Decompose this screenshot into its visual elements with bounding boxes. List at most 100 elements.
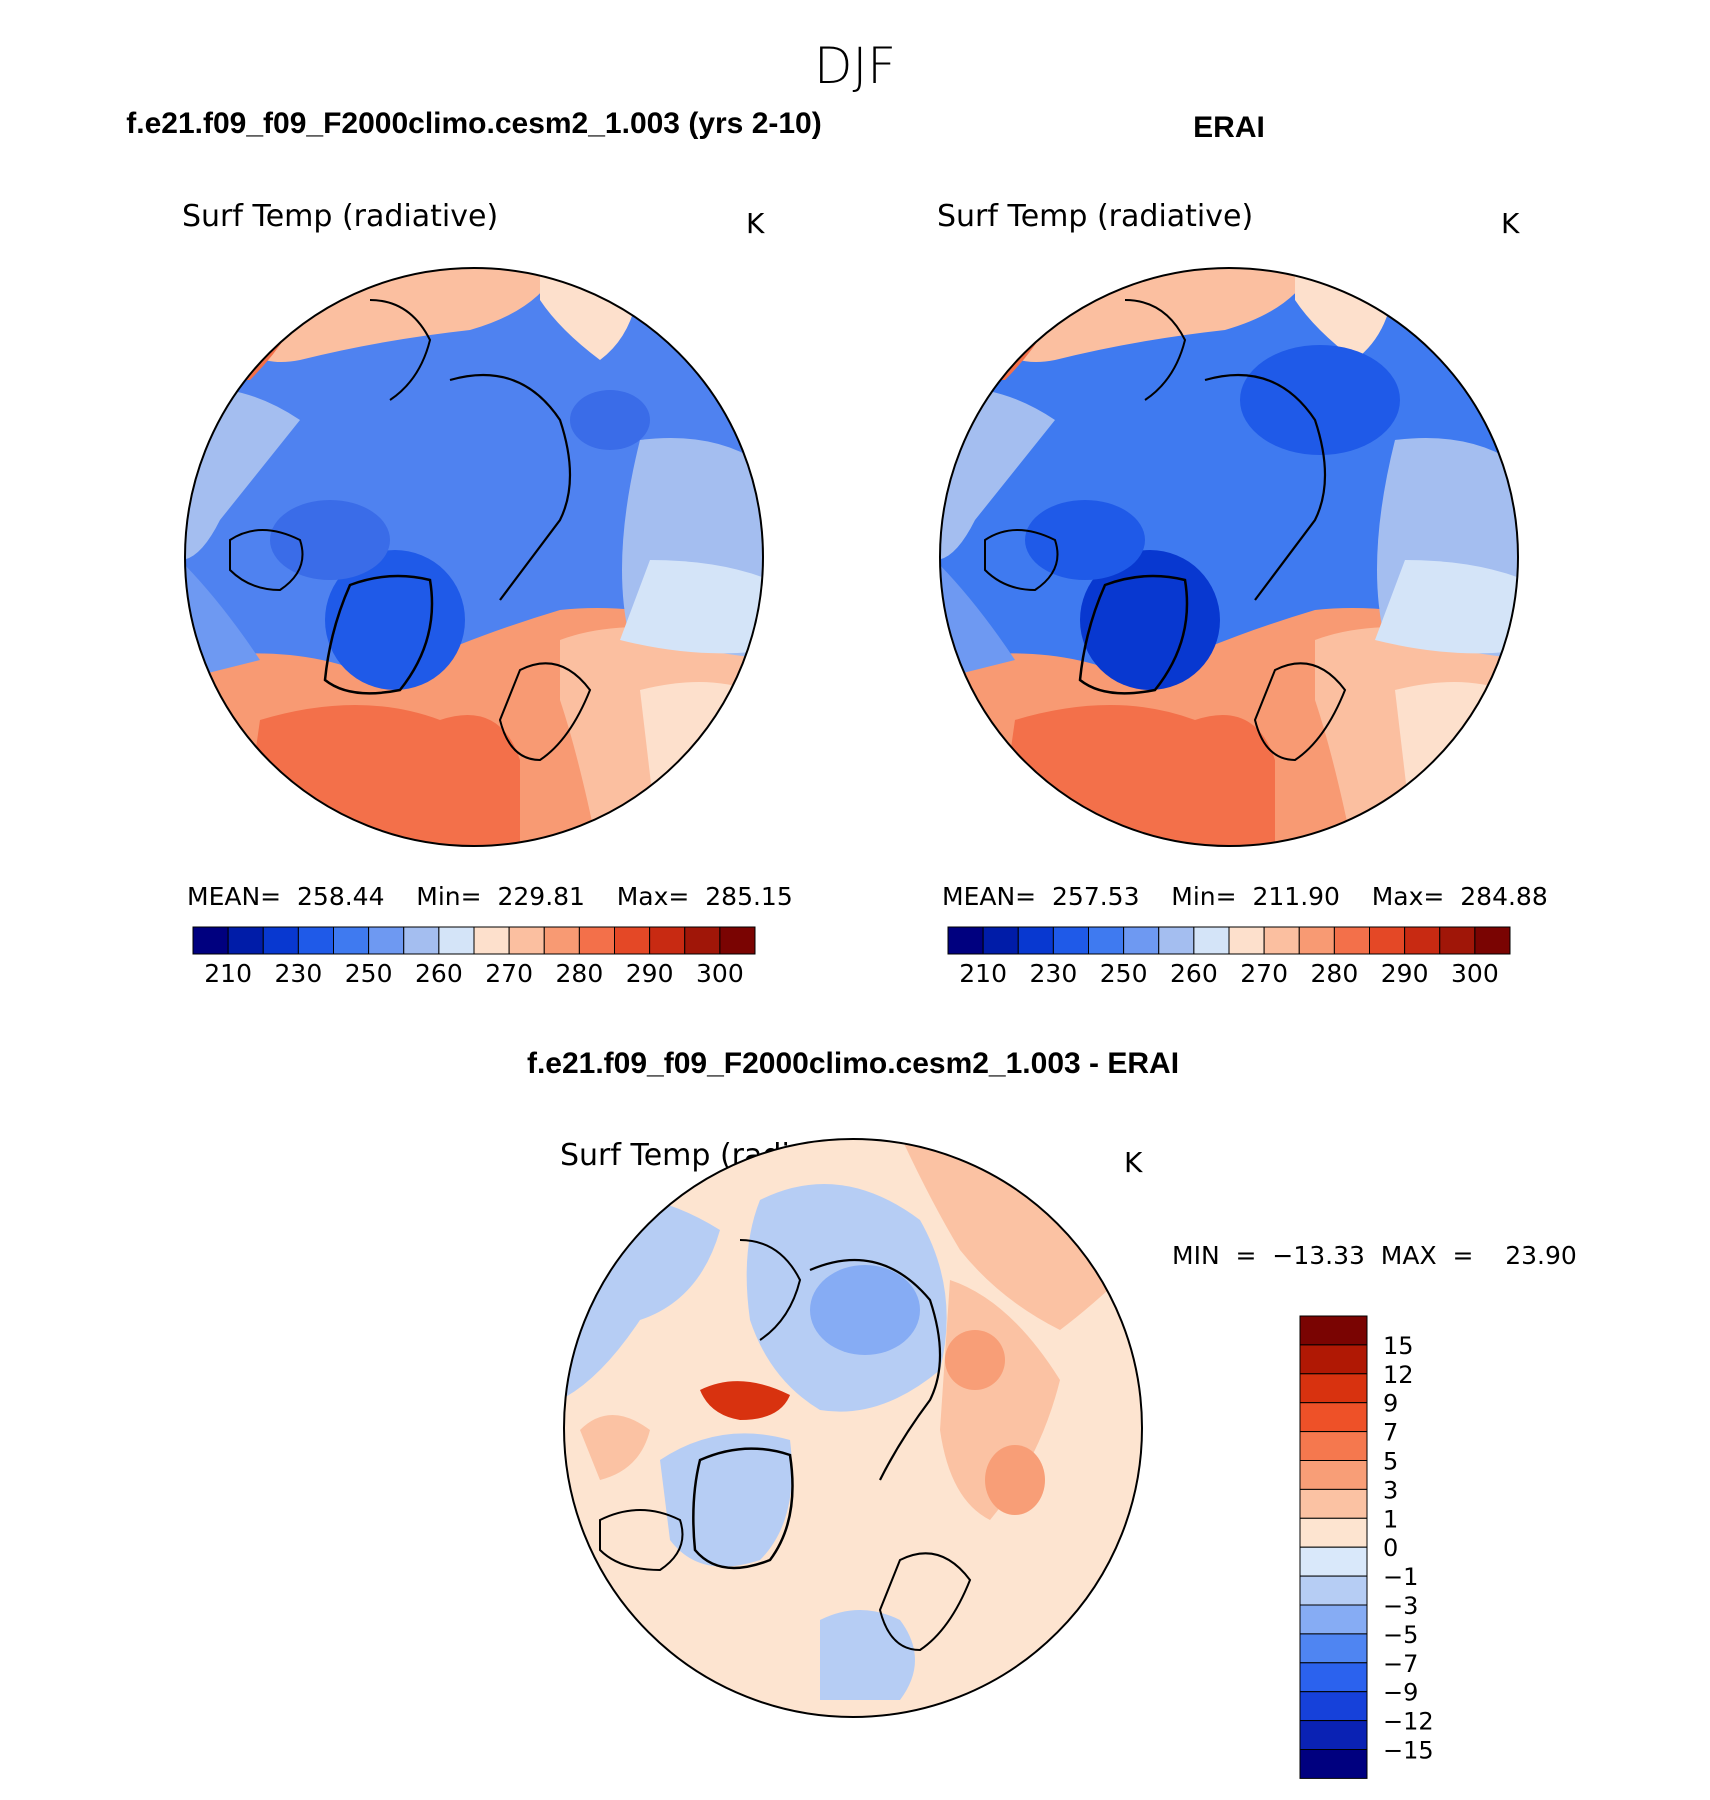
panel-model: f.e21.f09_f09_F2000climo.cesm2_1.003 (yr… (126, 107, 821, 988)
obs-colorbar-swatch-14 (1439, 926, 1476, 955)
panel-diff-border (563, 1138, 1143, 1718)
diff-colorbar-swatch-2 (1299, 1373, 1368, 1404)
panel-diff-units: K (1124, 1146, 1143, 1179)
obs-colorbar-swatch-3 (1052, 926, 1089, 955)
model-colorbar-swatch-9 (508, 926, 545, 955)
model-colorbar-swatch-3 (297, 926, 334, 955)
diff-colorbar-swatch-3 (1299, 1402, 1368, 1433)
diff-colorbar-tick-label: −12 (1383, 1708, 1434, 1736)
model-colorbar-tick-label: 210 (204, 959, 252, 988)
panel-obs: ERAI Surf Temp (radiative) K ME (937, 111, 1548, 988)
model-colorbar-tick-label: 280 (556, 959, 604, 988)
panel-model-border (184, 267, 764, 847)
diff-colorbar-tick-label: 1 (1383, 1505, 1398, 1533)
model-colorbar-swatch-13 (649, 926, 686, 955)
obs-colorbar-swatch-15 (1474, 926, 1511, 955)
obs-colorbar-swatch-10 (1298, 926, 1335, 955)
diff-colorbar-tick-label: −5 (1383, 1621, 1418, 1649)
obs-colorbar-tick-label: 290 (1381, 959, 1429, 988)
diff-colorbar-tick-label: 9 (1383, 1390, 1398, 1418)
diff-colorbar-tick-label: −9 (1383, 1679, 1418, 1707)
panel-obs-variable: Surf Temp (radiative) (937, 199, 1253, 234)
obs-colorbar-tick-label: 260 (1170, 959, 1218, 988)
obs-colorbar-swatch-12 (1369, 926, 1406, 955)
panel-obs-colorbar: 210 230 250 260 270 280 290 300 (947, 926, 1511, 988)
model-colorbar-tick-label: 290 (626, 959, 674, 988)
panel-diff-map (564, 1139, 1142, 1717)
diff-colorbar-tick-label: −15 (1383, 1737, 1434, 1765)
diff-colorbar-swatch-11 (1299, 1633, 1368, 1664)
model-colorbar-swatch-1 (227, 926, 264, 955)
diff-colorbar-tick-label: 0 (1383, 1534, 1398, 1562)
diff-colorbar-swatch-10 (1299, 1604, 1368, 1635)
obs-colorbar-swatch-0 (947, 926, 984, 955)
diff-colorbar-tick-label: 12 (1383, 1361, 1414, 1389)
obs-colorbar-tick-label: 210 (959, 959, 1007, 988)
model-colorbar-tick-label: 270 (485, 959, 533, 988)
diff-colorbar-swatch-6 (1299, 1488, 1368, 1519)
obs-colorbar-swatch-13 (1404, 926, 1441, 955)
obs-colorbar-swatch-11 (1333, 926, 1370, 955)
diff-colorbar-swatch-12 (1299, 1662, 1368, 1693)
model-colorbar-swatch-10 (543, 926, 580, 955)
panel-model-colorbar: 210 230 250 260 270 280 290 300 (192, 926, 756, 988)
panel-diff-header: f.e21.f09_f09_F2000climo.cesm2_1.003 - E… (527, 1047, 1179, 1080)
obs-colorbar-tick-label: 280 (1311, 959, 1359, 988)
obs-colorbar-swatch-8 (1228, 926, 1265, 955)
model-colorbar-tick-label: 300 (696, 959, 744, 988)
panel-obs-stats: MEAN= 257.53 Min= 211.90 Max= 284.88 (942, 882, 1548, 911)
model-colorbar-swatch-2 (262, 926, 299, 955)
diff-colorbar-swatch-7 (1299, 1517, 1368, 1548)
diff-colorbar-swatch-4 (1299, 1431, 1368, 1461)
obs-colorbar-tick-label: 270 (1240, 959, 1288, 988)
panel-diff: f.e21.f09_f09_F2000climo.cesm2_1.003 - E… (527, 1047, 1577, 1779)
obs-colorbar-swatch-6 (1158, 926, 1195, 955)
model-colorbar-tick-label: 260 (415, 959, 463, 988)
panel-model-units: K (746, 207, 765, 240)
obs-colorbar-tick-label: 230 (1030, 959, 1078, 988)
panel-diff-stats: MIN = −13.33 MAX = 23.90 (1172, 1241, 1577, 1270)
obs-colorbar-swatch-4 (1088, 926, 1125, 955)
obs-colorbar-swatch-1 (982, 926, 1019, 955)
diff-colorbar-swatch-9 (1299, 1575, 1368, 1606)
obs-colorbar-swatch-9 (1263, 926, 1300, 955)
obs-colorbar-swatch-5 (1123, 926, 1160, 955)
diff-colorbar-swatch-13 (1299, 1691, 1368, 1722)
model-colorbar-swatch-8 (473, 926, 510, 955)
diff-colorbar-tick-label: 7 (1383, 1419, 1398, 1447)
diff-colorbar-tick-label: −3 (1383, 1592, 1418, 1620)
panel-obs-units: K (1501, 207, 1520, 240)
diff-colorbar-tick-label: 3 (1383, 1476, 1398, 1504)
panel-model-header: f.e21.f09_f09_F2000climo.cesm2_1.003 (yr… (126, 107, 821, 140)
model-colorbar-swatch-6 (403, 926, 440, 955)
model-colorbar-swatch-15 (719, 926, 756, 955)
obs-colorbar-swatch-2 (1017, 926, 1054, 955)
diff-colorbar-swatch-1 (1299, 1344, 1368, 1375)
model-colorbar-swatch-12 (614, 926, 651, 955)
model-colorbar-swatch-14 (684, 926, 721, 955)
panel-model-variable: Surf Temp (radiative) (182, 199, 498, 234)
diff-colorbar-swatch-8 (1299, 1546, 1368, 1577)
model-colorbar-swatch-5 (368, 926, 405, 955)
obs-colorbar-swatch-7 (1193, 926, 1230, 955)
diff-colorbar-swatch-0 (1299, 1315, 1368, 1346)
model-colorbar-swatch-11 (578, 926, 615, 955)
diff-colorbar-tick-label: −1 (1383, 1563, 1418, 1591)
diff-colorbar-tick-label: 15 (1383, 1332, 1414, 1360)
model-colorbar-tick-label: 230 (275, 959, 323, 988)
panel-obs-header: ERAI (1193, 111, 1265, 144)
diff-colorbar-swatch-15 (1299, 1749, 1368, 1779)
model-colorbar-tick-label: 250 (345, 959, 393, 988)
obs-colorbar-tick-label: 300 (1451, 959, 1499, 988)
model-colorbar-swatch-4 (333, 926, 370, 955)
obs-colorbar-tick-label: 250 (1100, 959, 1148, 988)
figure-title: DJF (814, 37, 896, 95)
diff-colorbar-swatch-5 (1299, 1460, 1368, 1490)
diff-colorbar-tick-label: −7 (1383, 1650, 1418, 1678)
panel-model-stats: MEAN= 258.44 Min= 229.81 Max= 285.15 (187, 882, 793, 911)
diff-colorbar-swatch-14 (1299, 1720, 1368, 1750)
panel-obs-border (939, 267, 1519, 847)
model-colorbar-swatch-0 (192, 926, 229, 955)
